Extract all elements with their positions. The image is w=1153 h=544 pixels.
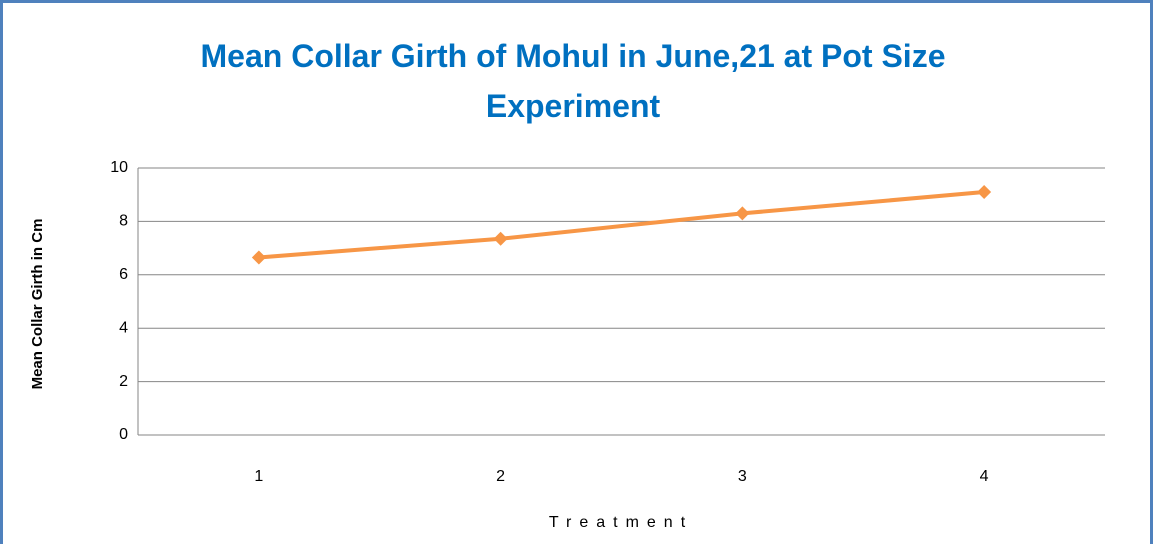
x-tick-label: 2	[496, 468, 505, 485]
y-axis-label: Mean Collar Girth in Cm	[29, 219, 46, 390]
y-tick-label: 4	[119, 319, 128, 336]
x-tick-label: 3	[738, 468, 747, 485]
data-marker	[493, 231, 508, 246]
y-tick-label: 0	[119, 426, 128, 443]
data-marker	[977, 185, 992, 200]
y-tick-label: 10	[110, 159, 128, 176]
x-axis-label: Treatment	[549, 514, 693, 531]
data-marker	[251, 250, 266, 265]
y-tick-label: 6	[119, 266, 128, 283]
x-tick-label: 4	[980, 468, 989, 485]
data-line	[258, 190, 985, 260]
chart-title: Mean Collar Girth of Mohul in June,21 at…	[200, 38, 946, 124]
chart: Mean Collar Girth in Cm Treatment 0 2 4 6 8 1…	[29, 159, 1105, 531]
y-tick-label: 2	[119, 373, 128, 390]
y-tick-label: 8	[119, 213, 128, 230]
x-tick-label: 1	[254, 468, 263, 485]
data-marker	[735, 206, 750, 221]
